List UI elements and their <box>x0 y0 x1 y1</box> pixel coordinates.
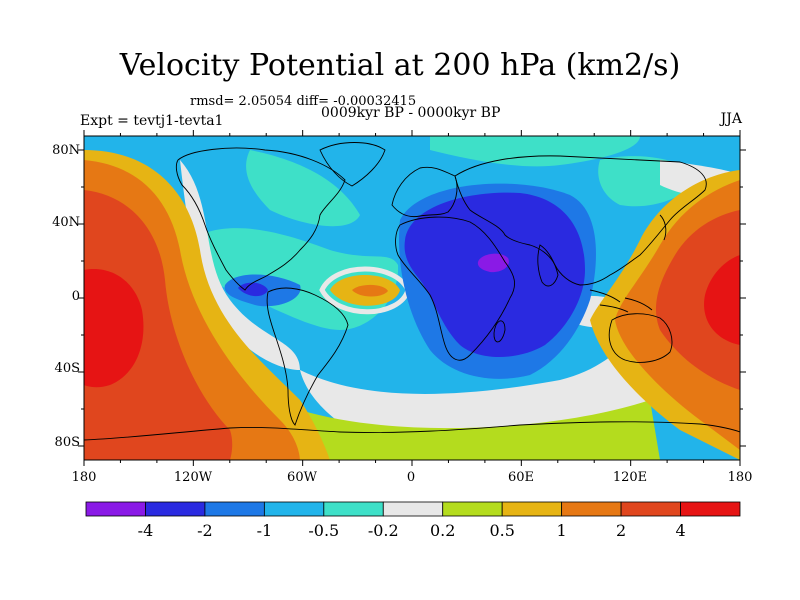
contour-band-orange-atlantic <box>352 284 388 297</box>
colorbar-label: -0.2 <box>368 521 399 540</box>
coastline-africa <box>395 216 516 361</box>
colorbar-box <box>680 501 741 517</box>
map-title: Velocity Potential at 200 hPa (km2/s) <box>119 48 681 83</box>
coastline-se-asia-islands <box>589 289 653 313</box>
season-label: JJA <box>720 111 742 127</box>
colorbar-label: -2 <box>197 521 213 540</box>
colorbar-label: 1 <box>557 521 567 540</box>
coastline-greenland <box>319 142 386 187</box>
coastline-asia <box>454 155 707 286</box>
lat-label: 40N <box>52 215 80 230</box>
colorbar-box <box>561 501 622 517</box>
lon-label: 0 <box>407 470 415 485</box>
colorbar-box <box>323 501 384 517</box>
colorbar-box <box>442 501 503 517</box>
coastlines <box>84 142 740 441</box>
colorbar-boxes <box>85 501 741 517</box>
colorbar-box <box>85 501 146 517</box>
contour-band-teal-arctic <box>430 136 640 167</box>
colorbar-box <box>620 501 681 517</box>
coastline-south-america <box>266 287 349 426</box>
colorbar-box <box>263 501 325 517</box>
latitude-labels: 80N 40N 0 40S 80S <box>52 143 80 450</box>
colorbar-box <box>382 501 444 517</box>
coastline-europe <box>391 166 458 217</box>
experiment-label: Expt = tevtj1-tevta1 <box>80 113 224 129</box>
lon-label: 60E <box>508 470 534 485</box>
contour-band-teal-atlantic <box>189 228 399 330</box>
rmsd-diff-stats: rmsd= 2.05054 diff= -0.00032415 <box>190 94 417 109</box>
contour-band-red-west <box>84 269 144 388</box>
colorbar-label: -1 <box>257 521 273 540</box>
colorbar-labels: -4 -2 -1 -0.5 -0.2 0.2 0.5 1 2 4 <box>138 521 686 540</box>
contour-band-grey-south <box>300 330 650 436</box>
contour-band-teal-north <box>246 150 360 227</box>
contour-band-darkblue-central-america <box>238 282 268 297</box>
coastline-japan <box>659 214 667 241</box>
contour-band-darkorange-west <box>84 190 233 460</box>
colorbar-label: 4 <box>675 521 685 540</box>
colorbar-label: -4 <box>138 521 154 540</box>
colorbar-label: 0.2 <box>430 521 455 540</box>
coastline-north-america <box>175 147 346 291</box>
contour-band-darkorange-east <box>655 210 740 390</box>
coastline-antarctica <box>84 421 740 441</box>
lon-label: 60W <box>287 470 318 485</box>
coastline-australia <box>608 313 673 363</box>
lon-label: 120W <box>174 470 213 485</box>
lat-label: 80N <box>52 143 80 158</box>
colorbar-box <box>501 501 563 517</box>
lon-label: 180 <box>728 470 753 485</box>
lon-label: 120E <box>613 470 647 485</box>
period-label: 0009kyr BP - 0000kyr BP <box>321 105 501 121</box>
contour-band-green-south <box>300 400 660 460</box>
lat-label: 40S <box>55 361 80 376</box>
longitude-labels: 180 120W 60W 0 60E 120E 180 <box>72 470 753 485</box>
contour-band-darkblue-africa <box>404 192 585 358</box>
lon-label: 180 <box>72 470 97 485</box>
lat-label: 80S <box>55 435 80 450</box>
colorbar-box <box>145 501 206 517</box>
coastline-india <box>537 244 559 287</box>
colorbar-label: 0.5 <box>489 521 514 540</box>
colorbar-label: -0.5 <box>308 521 339 540</box>
colorbar-box <box>204 501 265 517</box>
colorbar-label: 2 <box>616 521 626 540</box>
map-ticks <box>78 130 746 466</box>
lat-label: 0 <box>72 289 80 304</box>
contour-band-grey-pacific <box>180 160 300 370</box>
contour-band-purple-arabia <box>477 253 509 273</box>
contour-band-red-east <box>704 255 740 345</box>
coastline-madagascar <box>493 320 506 343</box>
